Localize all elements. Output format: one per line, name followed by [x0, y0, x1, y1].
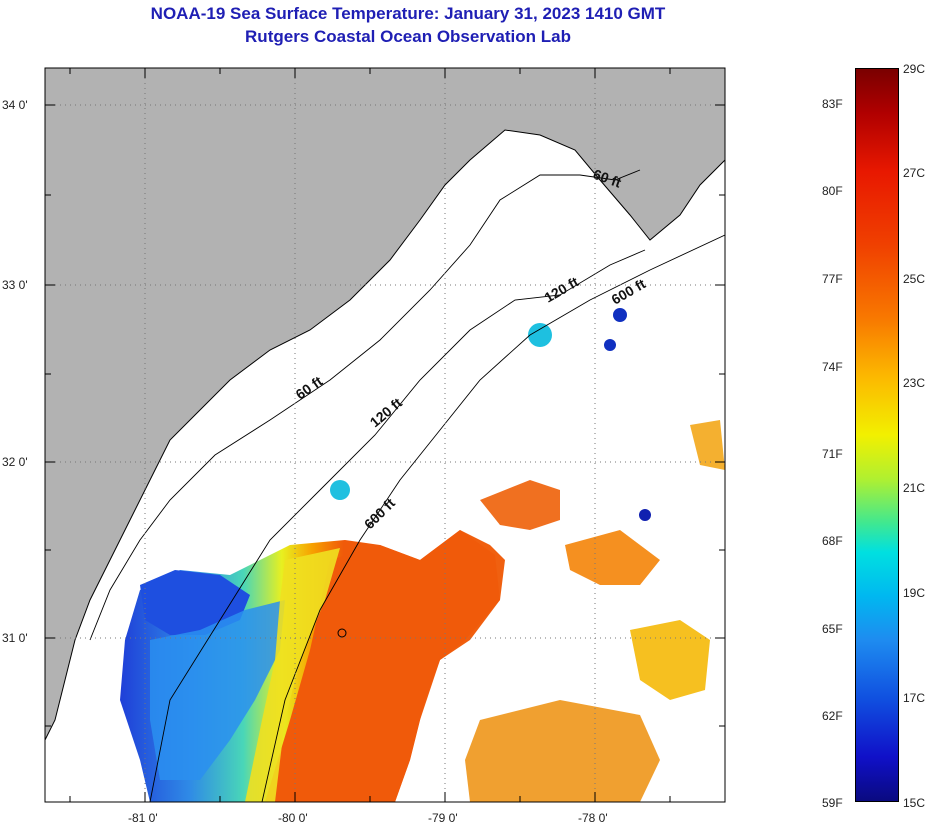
map-title: NOAA-19 Sea Surface Temperature: January…	[150, 4, 666, 23]
colorbar-f-label: 74F	[822, 360, 843, 374]
colorbar-f-label: 77F	[822, 272, 843, 286]
colorbar-f-label: 68F	[822, 534, 843, 548]
temperature-colorbar	[855, 68, 899, 802]
station-marker	[337, 628, 347, 638]
colorbar-c-label: 17C	[903, 691, 926, 705]
sst-cool-water	[150, 600, 285, 780]
sst-east-patch-4	[690, 420, 725, 470]
x-tick-label: -81 0'	[128, 811, 158, 825]
sst-east-patch-1	[480, 480, 560, 530]
colorbar-f-label: 59F	[822, 796, 843, 810]
coastline	[45, 129, 725, 741]
sst-blob-cyan-2	[330, 480, 350, 500]
land-mass	[45, 68, 725, 740]
sst-cold-water	[140, 570, 250, 635]
y-tick-label: 33 0'	[2, 278, 28, 292]
isobath-600ft	[261, 234, 725, 802]
isobath-120ft	[149, 249, 646, 802]
colorbar-c-label: 29C	[903, 62, 926, 76]
colorbar-f-label: 62F	[822, 709, 843, 723]
colorbar-f-label: 83F	[822, 97, 843, 111]
tick-marks	[45, 68, 725, 802]
y-tick-label: 34 0'	[2, 98, 28, 112]
sst-blob-blue-2	[639, 509, 651, 521]
colorbar-c-label: 23C	[903, 376, 926, 390]
isobath-60ft	[89, 169, 641, 641]
y-tick-label: 31 0'	[2, 631, 28, 645]
sst-blob-blue-3	[604, 339, 616, 351]
sst-east-patch-2	[565, 530, 660, 585]
colorbar-c-label: 27C	[903, 166, 926, 180]
colorbar-c-label: 15C	[903, 796, 926, 810]
colorbar-c-label: 21C	[903, 481, 926, 495]
map-frame	[44, 67, 726, 803]
sst-blob-blue-1	[613, 308, 627, 322]
map-subtitle: Rutgers Coastal Ocean Observation Lab	[245, 27, 571, 46]
colorbar-f-label: 80F	[822, 184, 843, 198]
sst-blob-cyan	[528, 323, 552, 347]
sst-transition-band	[245, 548, 340, 802]
sst-east-patch-3	[630, 620, 710, 700]
sst-south-patch	[465, 700, 660, 802]
colorbar-f-label: 71F	[822, 447, 843, 461]
colorbar-c-label: 19C	[903, 586, 926, 600]
y-tick-label: 32 0'	[2, 455, 28, 469]
colorbar-c-label: 25C	[903, 272, 926, 286]
x-tick-label: -80 0'	[278, 811, 308, 825]
graticule	[45, 68, 725, 802]
x-tick-label: -78 0'	[578, 811, 608, 825]
colorbar-f-label: 65F	[822, 622, 843, 636]
x-tick-label: -79 0'	[428, 811, 458, 825]
